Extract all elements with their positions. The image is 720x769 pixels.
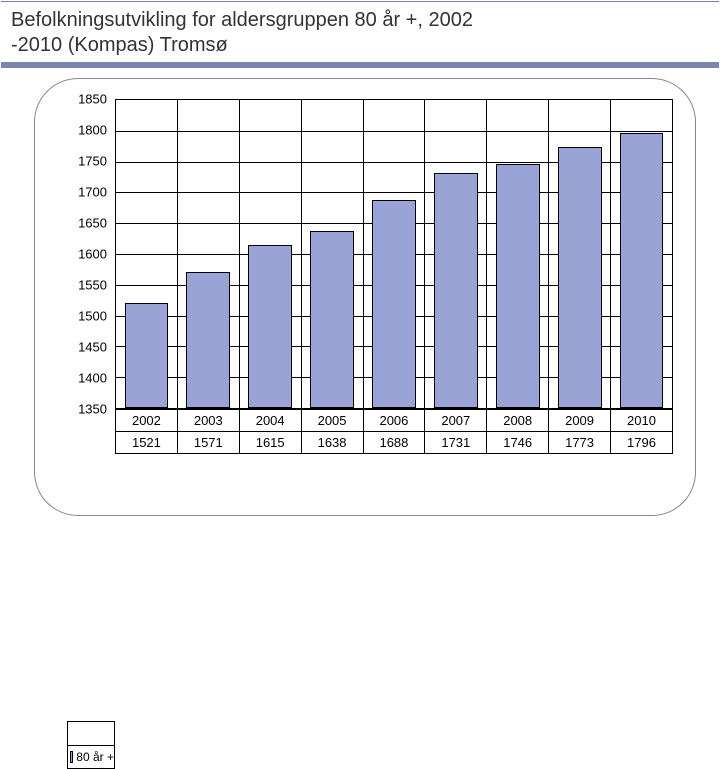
- category-cell: 2010: [611, 410, 673, 432]
- plot-area: [115, 99, 673, 409]
- slide-header: Befolkningsutvikling for aldersgruppen 8…: [1, 1, 719, 68]
- legend-swatch-icon: [70, 751, 73, 763]
- bar-column: [116, 100, 178, 408]
- legend-column: 80 år +: [67, 721, 115, 769]
- legend-series: 80 år +: [67, 746, 115, 769]
- bar-column: [549, 100, 611, 408]
- y-tick-label: 1850: [67, 92, 107, 107]
- title-line-1: Befolkningsutvikling for aldersgruppen 8…: [11, 9, 473, 31]
- legend-empty-cell: [67, 721, 115, 746]
- value-cell: 1615: [239, 432, 301, 454]
- bar-columns: [116, 100, 672, 408]
- bar: [372, 200, 416, 408]
- y-tick-label: 1700: [67, 185, 107, 200]
- value-cell: 1638: [301, 432, 363, 454]
- bar: [125, 303, 169, 408]
- bar: [558, 147, 602, 408]
- plot: 1350140014501500155016001650170017501800…: [67, 99, 673, 409]
- value-cell: 1746: [487, 432, 549, 454]
- y-tick-label: 1650: [67, 216, 107, 231]
- chart: 1350140014501500155016001650170017501800…: [67, 99, 673, 454]
- bar-column: [611, 100, 672, 408]
- data-table: 200220032004200520062007200820092010 152…: [115, 409, 673, 454]
- bar: [620, 133, 664, 408]
- category-cell: 2003: [177, 410, 239, 432]
- chart-frame: 1350140014501500155016001650170017501800…: [34, 78, 696, 516]
- y-tick-label: 1450: [67, 340, 107, 355]
- bar-column: [178, 100, 240, 408]
- bar-column: [240, 100, 302, 408]
- legend-label: 80 år +: [76, 750, 114, 764]
- bar-column: [425, 100, 487, 408]
- value-cell: 1571: [177, 432, 239, 454]
- y-tick-label: 1600: [67, 247, 107, 262]
- value-row: 152115711615163816881731174617731796: [116, 432, 673, 454]
- value-cell: 1796: [611, 432, 673, 454]
- category-cell: 2009: [549, 410, 611, 432]
- category-cell: 2007: [425, 410, 487, 432]
- bar: [496, 164, 540, 408]
- category-cell: 2006: [363, 410, 425, 432]
- y-tick-label: 1500: [67, 309, 107, 324]
- y-tick-label: 1400: [67, 371, 107, 386]
- value-cell: 1521: [116, 432, 178, 454]
- bar-column: [487, 100, 549, 408]
- category-cell: 2004: [239, 410, 301, 432]
- bar: [434, 173, 478, 408]
- slide-title: Befolkningsutvikling for aldersgruppen 8…: [11, 8, 709, 58]
- y-tick-label: 1750: [67, 154, 107, 169]
- category-row: 200220032004200520062007200820092010: [116, 410, 673, 432]
- y-tick-label: 1800: [67, 123, 107, 138]
- bar-column: [302, 100, 364, 408]
- bar: [310, 231, 354, 408]
- title-line-2: -2010 (Kompas) Tromsø: [11, 34, 228, 56]
- category-cell: 2005: [301, 410, 363, 432]
- category-cell: 2002: [116, 410, 178, 432]
- value-cell: 1773: [549, 432, 611, 454]
- bar: [248, 245, 292, 408]
- y-tick-label: 1550: [67, 278, 107, 293]
- bar-column: [364, 100, 426, 408]
- value-cell: 1688: [363, 432, 425, 454]
- category-cell: 2008: [487, 410, 549, 432]
- bar: [186, 272, 230, 408]
- value-cell: 1731: [425, 432, 487, 454]
